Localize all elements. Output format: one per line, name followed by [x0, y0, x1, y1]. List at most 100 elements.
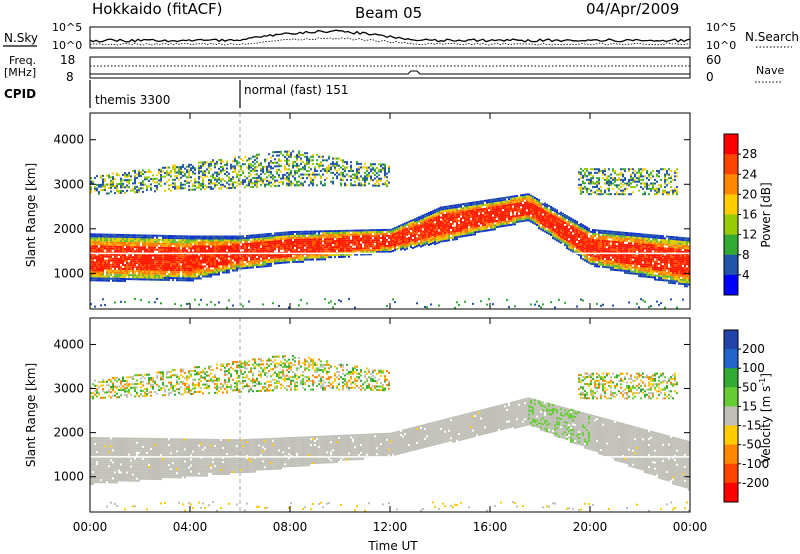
power-cell — [200, 175, 202, 178]
power-cell — [548, 208, 550, 211]
power-cell — [522, 196, 524, 199]
power-cell — [276, 161, 278, 164]
power-cell — [500, 219, 502, 222]
power-cell — [190, 277, 192, 280]
power-cell — [168, 243, 170, 246]
power-cell — [290, 184, 292, 187]
power-cell — [100, 269, 102, 272]
power-cell — [200, 273, 202, 276]
power-cell — [146, 250, 148, 253]
power-cell — [296, 171, 298, 174]
power-cell — [370, 245, 372, 248]
power-cell — [126, 258, 128, 261]
power-cell — [136, 248, 138, 251]
power-cell — [238, 249, 240, 252]
power-cell — [248, 244, 250, 247]
power-cell — [192, 170, 194, 173]
power-cell — [108, 253, 110, 256]
power-cell — [162, 248, 164, 251]
power-cell — [276, 184, 278, 187]
power-cell — [420, 217, 422, 220]
power-cell — [254, 173, 256, 176]
power-cell — [376, 231, 378, 234]
power-cell — [146, 238, 148, 241]
power-cell — [250, 157, 252, 160]
power-cell — [528, 199, 530, 202]
power-cell — [226, 187, 228, 190]
power-cell — [274, 151, 276, 154]
power-cell — [114, 269, 116, 272]
power-cell — [272, 161, 274, 164]
power-cell — [250, 254, 252, 257]
power-cell — [286, 245, 288, 248]
power-cell — [162, 272, 164, 275]
power-cell — [206, 267, 208, 270]
power-cell — [138, 262, 140, 265]
power-cell — [222, 271, 224, 274]
power-cell — [270, 242, 272, 245]
power-cell — [104, 239, 106, 242]
power-cell — [450, 225, 452, 228]
power-cell — [466, 220, 468, 223]
power-cell — [204, 239, 206, 242]
power-cell — [494, 220, 496, 223]
power-cell — [292, 233, 294, 236]
power-cell — [436, 222, 438, 225]
power-cell — [258, 233, 260, 236]
power-cell — [180, 261, 182, 264]
power-cell — [172, 267, 174, 270]
freq-label: Freq. — [9, 54, 36, 67]
cpid-label: CPID — [4, 87, 36, 101]
power-cell — [546, 209, 548, 212]
power-cell — [488, 207, 490, 210]
power-cell — [324, 246, 326, 249]
power-cell — [274, 236, 276, 239]
power-cell — [122, 235, 124, 238]
power-cell — [226, 237, 228, 240]
power-cell — [260, 169, 262, 172]
power-cell — [308, 157, 310, 160]
power-cell — [340, 171, 342, 174]
power-cell — [188, 275, 190, 278]
power-cell — [280, 159, 282, 162]
power-cell — [316, 250, 318, 253]
power-cell — [484, 203, 486, 206]
power-cell — [138, 244, 140, 247]
power-cell — [140, 268, 142, 271]
power-cell — [300, 236, 302, 239]
power-cell — [140, 248, 142, 251]
power-cell — [108, 271, 110, 274]
power-cell — [522, 216, 524, 219]
power-cell — [464, 204, 466, 207]
power-cell — [376, 235, 378, 238]
power-cell — [248, 254, 250, 257]
power-cell — [306, 248, 308, 251]
power-cell — [462, 233, 464, 236]
power-cell — [430, 229, 432, 231]
power-cell — [548, 222, 550, 225]
power-cell — [330, 240, 332, 243]
power-cell — [136, 240, 138, 243]
power-cell — [320, 164, 322, 167]
power-cell — [232, 235, 234, 238]
nsearch-series-line — [89, 37, 691, 46]
power-cell — [236, 161, 238, 164]
power-cell — [488, 229, 490, 232]
power-cell — [174, 249, 176, 252]
power-cell — [528, 215, 530, 218]
power-cell — [356, 177, 358, 180]
power-cell — [390, 238, 392, 241]
power-cell — [418, 242, 420, 245]
power-cell — [234, 165, 236, 168]
power-cell — [248, 236, 250, 239]
power-cell — [152, 266, 154, 269]
power-cell — [526, 207, 528, 210]
power-cell — [448, 237, 450, 240]
power-cell — [236, 237, 238, 240]
power-cell — [220, 251, 222, 254]
power-cell — [380, 241, 382, 244]
power-cell — [228, 271, 230, 274]
power-cell — [116, 243, 118, 246]
power-cell — [286, 249, 288, 252]
power-cell — [508, 210, 510, 213]
